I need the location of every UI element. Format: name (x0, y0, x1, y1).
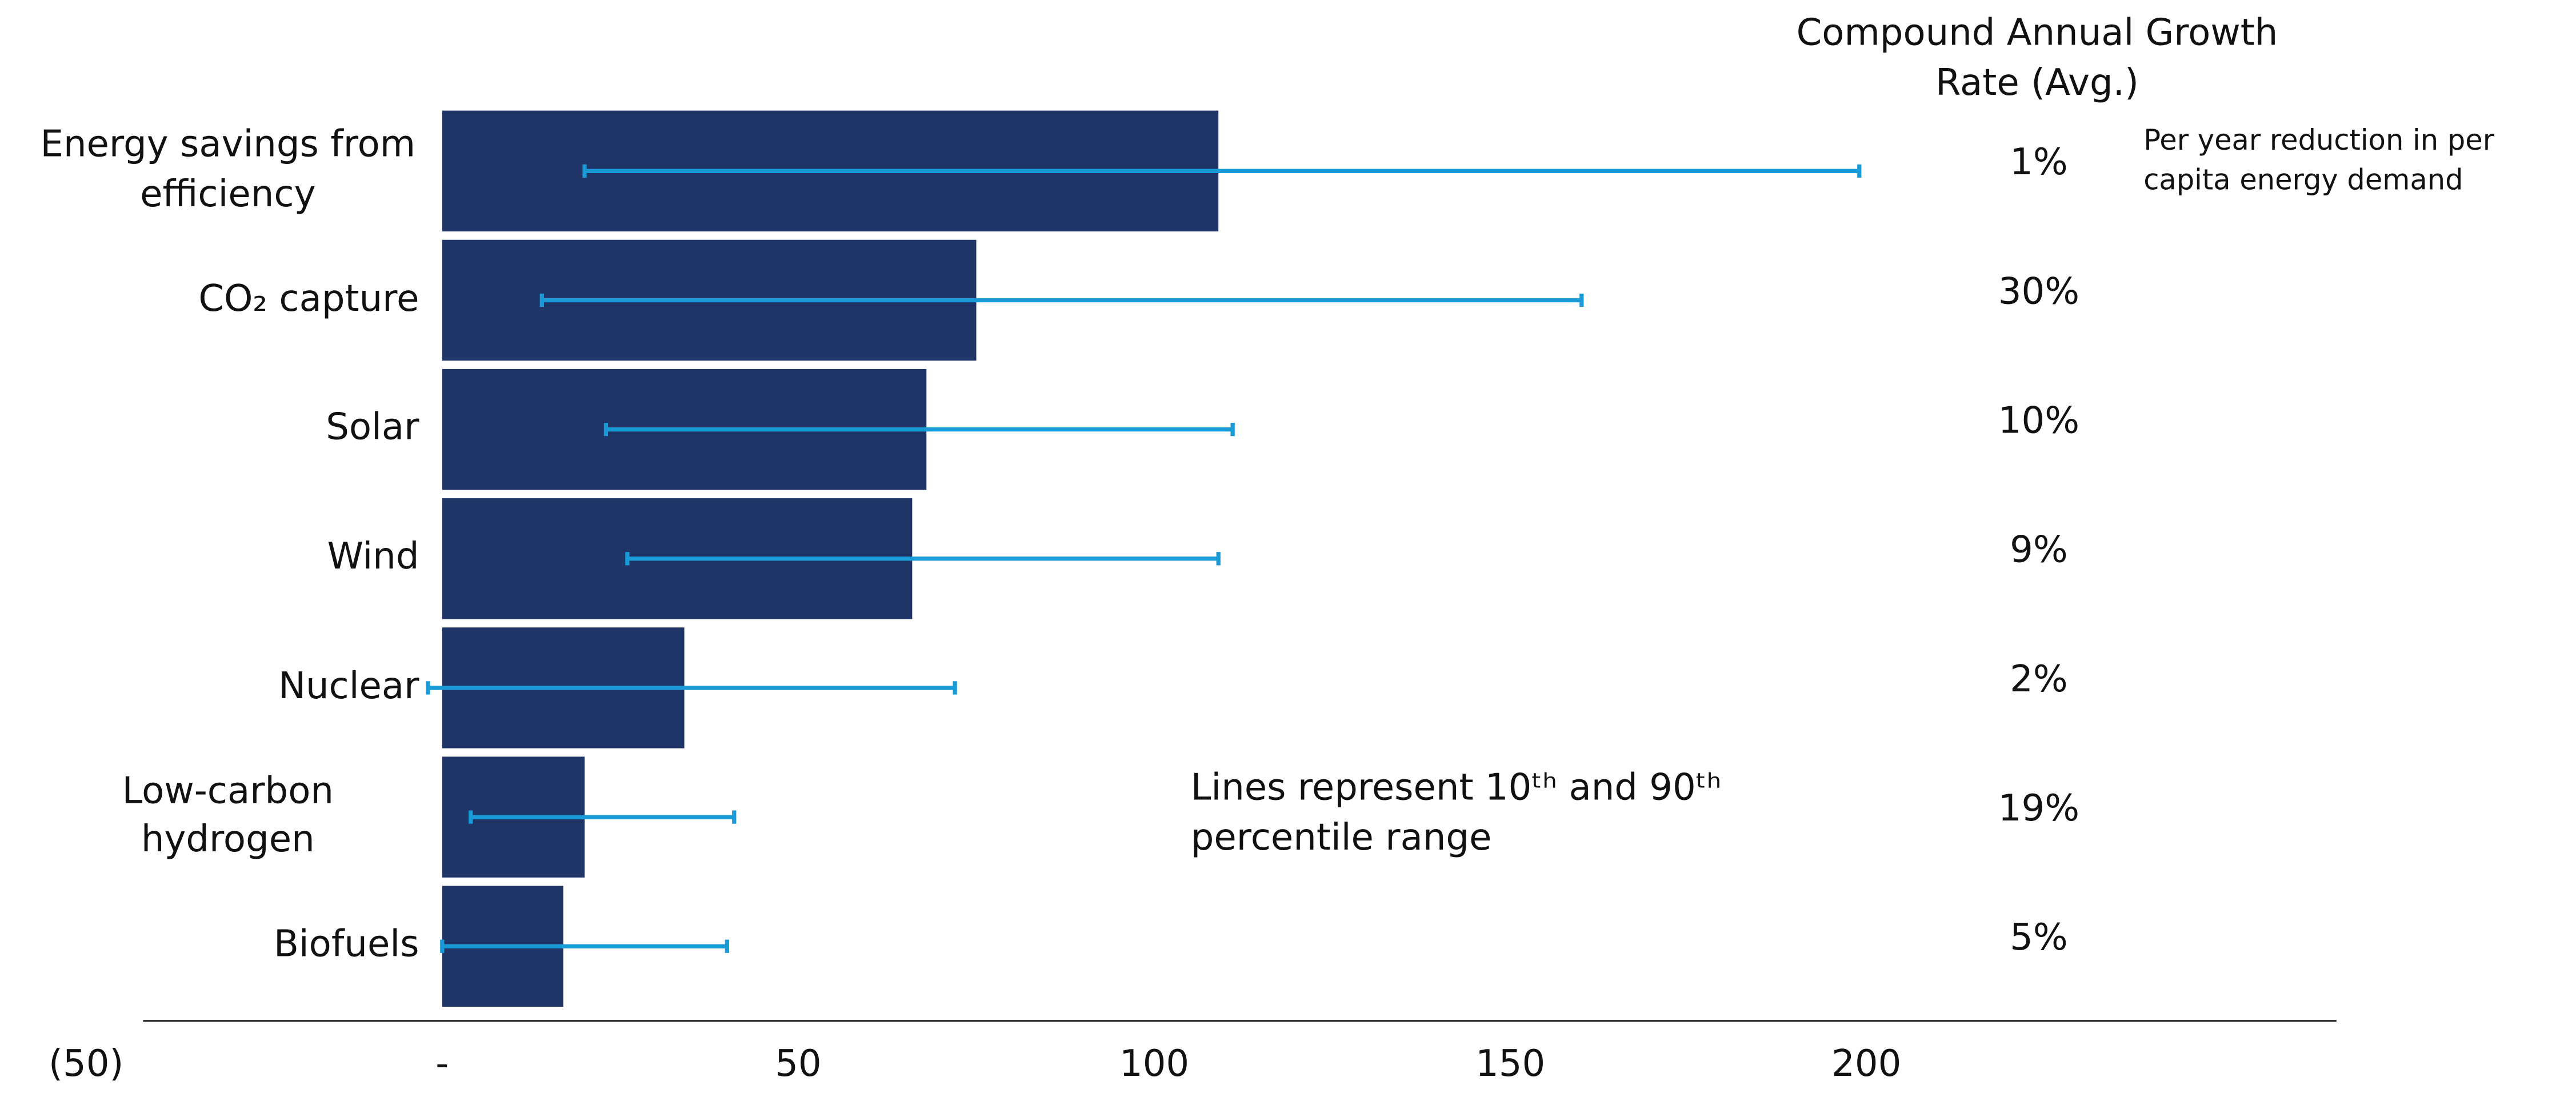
cagr-label: 1% (2010, 141, 2068, 183)
x-tick-label: 100 (1119, 1043, 1189, 1085)
cagr-title: Compound Annual Growth Rate (Avg.) (1796, 13, 2278, 105)
x-tick-label: 200 (1831, 1043, 1901, 1085)
category-label-wrap: Energy savings from efficiency (0, 105, 419, 238)
category-label: CO₂ capture (198, 279, 419, 321)
category-label: Biofuels (273, 924, 419, 967)
category-label-wrap: CO₂ capture (0, 234, 419, 367)
category-label: Low-carbon hydrogen (122, 771, 334, 862)
cagr-note-box: Per year reduction in per capita energy … (2143, 125, 2495, 198)
x-tick-label: - (435, 1043, 449, 1085)
category-label: Solar (326, 408, 419, 450)
category-label-wrap: Wind (0, 492, 419, 625)
cagr-label: 19% (1998, 787, 2079, 830)
annotation-box: Lines represent 10ᵗʰ and 90ᵗʰ percentile… (1190, 768, 1722, 859)
category-label: Wind (327, 537, 419, 579)
category-label: Nuclear (278, 666, 419, 708)
category-label: Energy savings from efficiency (40, 125, 416, 216)
category-label-wrap: Solar (0, 363, 419, 496)
category-label-wrap: Biofuels (0, 880, 419, 1013)
category-label-box: Energy savings from efficiency (0, 105, 419, 238)
cagr-label: 10% (1998, 400, 2079, 442)
category-label-box: Low-carbon hydrogen (0, 751, 419, 884)
cagr-label: 30% (1998, 270, 2079, 313)
category-label-box: Nuclear (0, 622, 419, 755)
cagr-note: Per year reduction in per capita energy … (2143, 125, 2495, 198)
x-tick-label: (50) (49, 1043, 123, 1085)
cagr-label: 9% (2010, 529, 2068, 571)
cagr-label: 2% (2010, 658, 2068, 700)
cagr-label: 5% (2010, 916, 2068, 959)
cagr-title-box: Compound Annual Growth Rate (Avg.) (1796, 13, 2278, 105)
category-label-wrap: Nuclear (0, 622, 419, 755)
x-tick-label: 150 (1475, 1043, 1545, 1085)
x-tick-label: 50 (775, 1043, 821, 1085)
category-label-wrap: Low-carbon hydrogen (0, 751, 419, 884)
category-label-box: Solar (0, 363, 419, 496)
annotation: Lines represent 10ᵗʰ and 90ᵗʰ percentile… (1190, 768, 1722, 859)
category-label-box: Wind (0, 492, 419, 625)
category-label-box: CO₂ capture (0, 234, 419, 367)
category-label-box: Biofuels (0, 880, 419, 1013)
